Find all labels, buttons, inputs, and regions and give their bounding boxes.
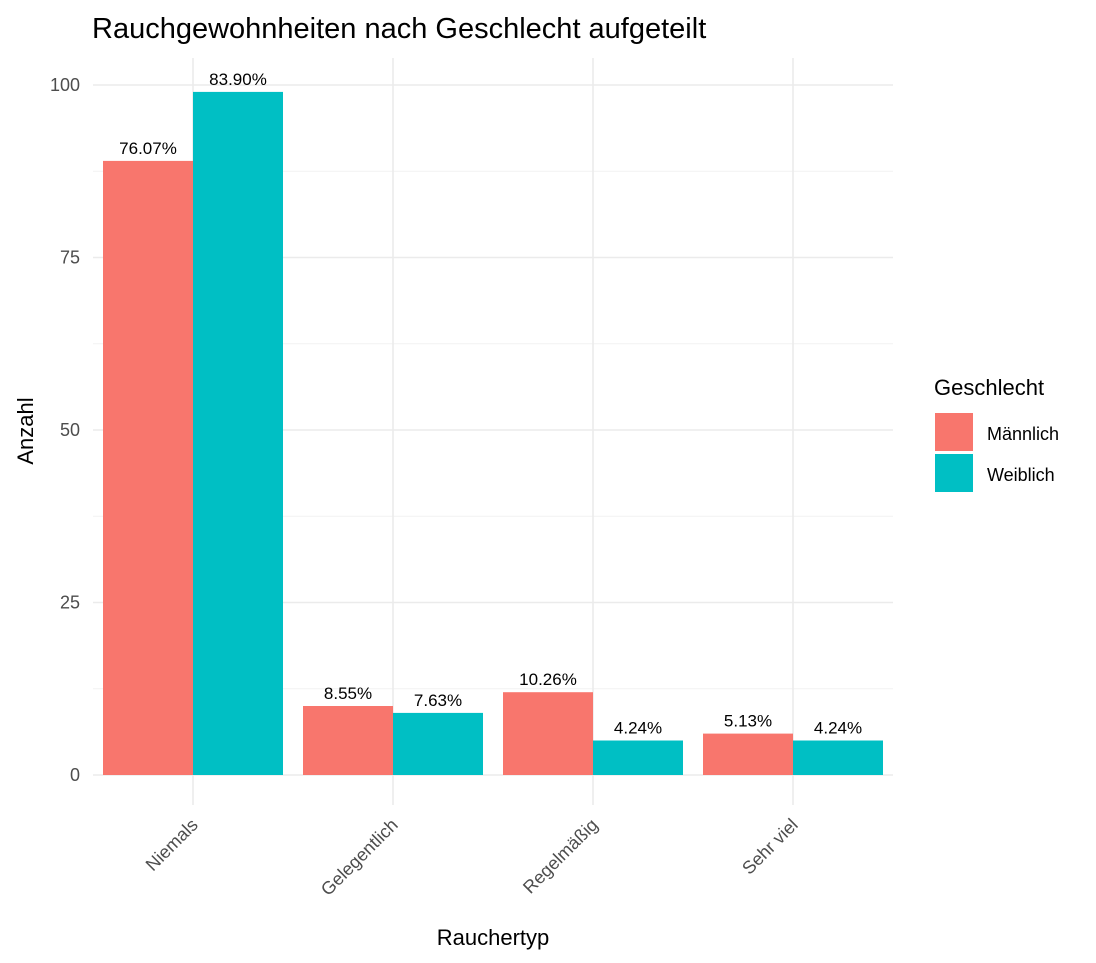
- bar: [393, 712, 483, 775]
- legend-swatch: [935, 454, 973, 492]
- y-axis-title: Anzahl: [13, 397, 38, 464]
- data-label: 8.55%: [324, 684, 372, 703]
- legend: Geschlecht Männlich Weiblich: [934, 375, 1059, 492]
- bar: [703, 733, 793, 775]
- data-label: 10.26%: [519, 670, 577, 689]
- chart-title: Rauchgewohnheiten nach Geschlecht aufget…: [92, 13, 706, 45]
- x-axis-ticks: Niemals Gelegentlich Regelmäßig Sehr viel: [142, 815, 802, 900]
- x-tick-label: Regelmäßig: [519, 815, 602, 898]
- y-tick-label: 0: [70, 765, 80, 785]
- bar: [193, 91, 283, 775]
- bar: [103, 160, 193, 775]
- data-label: 4.24%: [614, 719, 662, 738]
- bars: [103, 91, 883, 775]
- data-label: 5.13%: [724, 712, 772, 731]
- legend-title: Geschlecht: [934, 375, 1044, 400]
- x-tick-label: Niemals: [142, 815, 202, 875]
- legend-swatch: [935, 413, 973, 451]
- data-labels: 76.07% 8.55% 10.26% 5.13% 83.90% 7.63% 4.24% 4.…: [119, 70, 862, 738]
- y-tick-label: 100: [50, 75, 80, 95]
- data-label: 76.07%: [119, 139, 177, 158]
- x-tick-label: Sehr viel: [738, 815, 802, 879]
- legend-label: Weiblich: [987, 465, 1055, 485]
- x-axis-title: Rauchertyp: [437, 925, 550, 950]
- bar: [593, 740, 683, 775]
- bar: [303, 706, 393, 775]
- y-tick-label: 50: [60, 420, 80, 440]
- legend-label: Männlich: [987, 424, 1059, 444]
- bar: [503, 692, 593, 775]
- y-tick-label: 75: [60, 248, 80, 268]
- data-label: 4.24%: [814, 719, 862, 738]
- y-tick-label: 25: [60, 593, 80, 613]
- y-axis-ticks: 0 25 50 75 100: [50, 75, 80, 785]
- bar: [793, 740, 883, 775]
- data-label: 7.63%: [414, 691, 462, 710]
- x-tick-label: Gelegentlich: [317, 815, 402, 900]
- data-label: 83.90%: [209, 70, 267, 89]
